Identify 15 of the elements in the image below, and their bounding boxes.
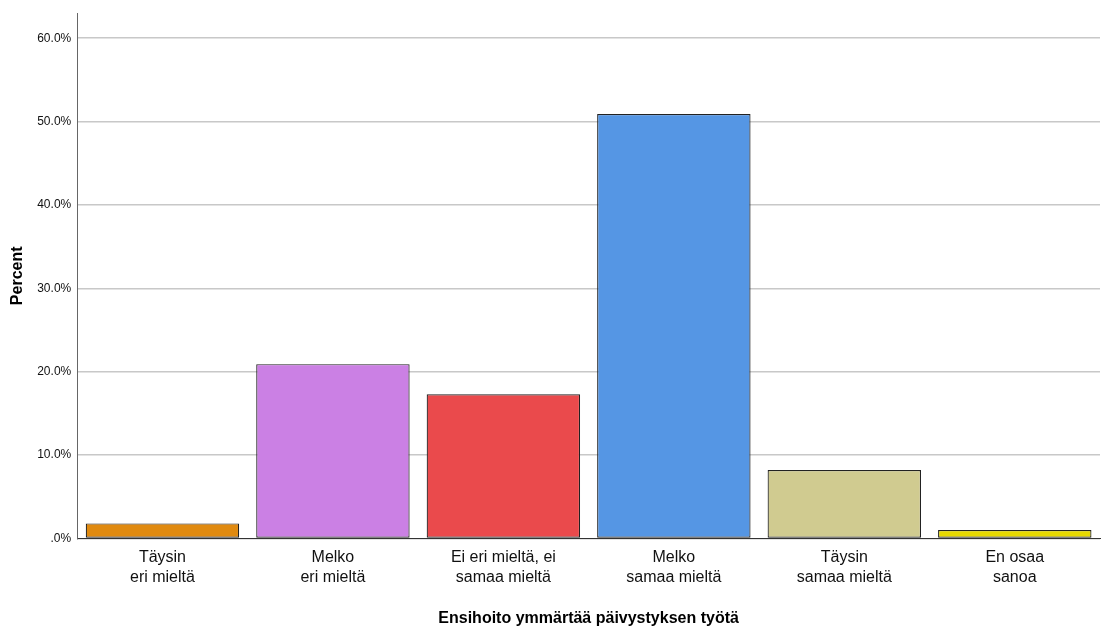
y-tick-label: 50.0% [37,113,72,128]
x-tick-label: Ei eri mieltä, ei samaa mieltä [450,548,556,585]
x-tick-label: Täysin samaa mieltä [796,548,892,585]
y-tick-label: 40.0% [37,197,72,212]
y-tick-label: 10.0% [37,447,72,462]
y-tick-label: 60.0% [37,30,72,45]
y-tick-label: 20.0% [37,363,72,378]
x-tick-label: Melko eri mieltä [300,548,366,585]
x-tick-label: Täysin eri mieltä [130,548,196,585]
x-tick-label: En osaa sanoa [985,548,1045,585]
y-tick-label: 30.0% [37,280,72,295]
y-tick-label: .0% [50,530,72,545]
x-axis-title: Ensihoito ymmärtää päivystyksen työtä [438,608,739,626]
y-axis-title: Percent [8,245,26,306]
x-tick-label: Melko samaa mieltä [626,548,722,585]
